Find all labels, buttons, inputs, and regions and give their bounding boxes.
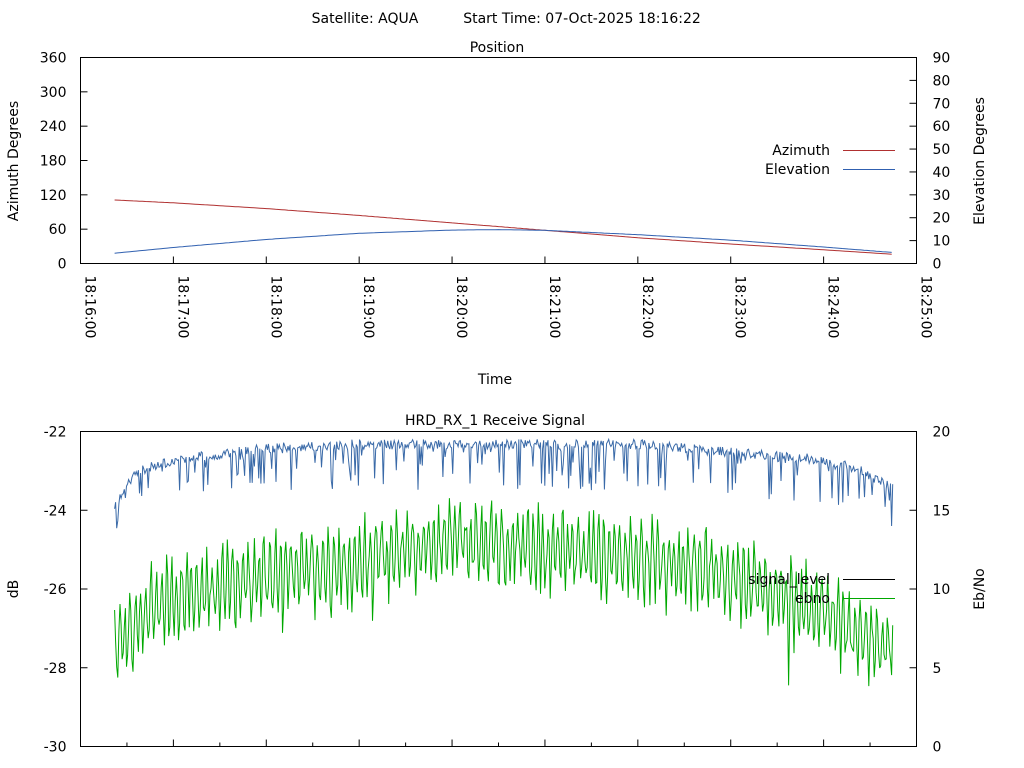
elevation-tick-label: 40 — [933, 165, 951, 181]
db-tick-label: -24 — [44, 503, 67, 519]
db-tick-label: -28 — [44, 661, 67, 677]
ebno-tick-label: 15 — [933, 503, 951, 519]
elevation-tick-label: 0 — [933, 257, 942, 273]
elevation-tick-label: 80 — [933, 73, 951, 89]
time-tick-label: 18:19:00 — [360, 276, 376, 339]
time-tick-label: 18:22:00 — [639, 276, 655, 339]
signal-level-series-line — [114, 437, 894, 529]
time-tick-labels: 18:16:00 18:17:00 18:18:00 18:19:00 18:20:00… — [82, 276, 934, 339]
ebno-series-line — [114, 498, 894, 687]
elevation-tick-label: 20 — [933, 211, 951, 227]
db-tick-label: -22 — [44, 425, 67, 441]
signal-axis-ticks — [80, 431, 917, 747]
ebno-tick-label: 10 — [933, 582, 951, 598]
satellite-label: Satellite: AQUA — [312, 11, 419, 27]
position-chart: Position 0 60 120 180 240 300 360 0 10 20 30 40 50 6… — [6, 40, 988, 388]
db-tick-labels: -30 -28 -26 -24 -22 — [44, 425, 67, 756]
azimuth-tick-labels: 0 60 120 180 240 300 360 — [40, 51, 67, 273]
elevation-tick-labels: 0 10 20 30 40 50 60 70 80 90 — [933, 51, 951, 273]
azimuth-tick-label: 240 — [40, 119, 67, 135]
elevation-tick-label: 30 — [933, 188, 951, 204]
time-tick-label: 18:25:00 — [918, 276, 934, 339]
elevation-tick-label: 70 — [933, 96, 951, 112]
legend-elevation-label: Elevation — [765, 162, 830, 178]
azimuth-tick-label: 300 — [40, 85, 67, 101]
time-tick-label: 18:23:00 — [732, 276, 748, 339]
azimuth-tick-label: 360 — [40, 51, 67, 67]
ebno-tick-labels: 0 5 10 15 20 — [933, 425, 951, 756]
time-axis-label: Time — [477, 372, 512, 388]
time-tick-label: 18:17:00 — [174, 276, 190, 339]
elevation-axis-label: Elevation Degrees — [972, 97, 988, 225]
elevation-series-line — [114, 229, 892, 254]
azimuth-tick-label: 120 — [40, 188, 67, 204]
position-axis-ticks — [80, 57, 917, 264]
elevation-tick-label: 10 — [933, 234, 951, 250]
azimuth-series-line — [114, 199, 892, 255]
ebno-tick-label: 20 — [933, 425, 951, 441]
azimuth-axis-label: Azimuth Degrees — [6, 101, 22, 221]
azimuth-tick-label: 60 — [49, 222, 67, 238]
position-plot-frame — [80, 57, 917, 264]
azimuth-tick-label: 0 — [58, 257, 67, 273]
time-tick-label: 18:20:00 — [453, 276, 469, 339]
time-tick-label: 18:16:00 — [82, 276, 98, 339]
elevation-tick-label: 90 — [933, 51, 951, 67]
time-tick-label: 18:21:00 — [546, 276, 562, 339]
db-tick-label: -30 — [44, 740, 67, 756]
legend-ebno-label: ebno — [795, 591, 830, 607]
receive-signal-chart: HRD_RX_1 Receive Signal -30-28-26-24-22 … — [6, 413, 988, 756]
azimuth-tick-label: 180 — [40, 154, 67, 170]
db-axis-label: dB — [6, 580, 22, 599]
db-tick-label: -26 — [44, 582, 67, 598]
elevation-tick-label: 50 — [933, 142, 951, 158]
start-time-label: Start Time: 07-Oct-2025 18:16:22 — [463, 11, 701, 27]
receive-signal-chart-title: HRD_RX_1 Receive Signal — [405, 413, 585, 429]
elevation-tick-label: 60 — [933, 119, 951, 135]
legend-azimuth-label: Azimuth — [772, 143, 830, 159]
position-chart-title: Position — [470, 40, 525, 56]
ebno-tick-label: 5 — [933, 661, 942, 677]
ebno-axis-label: Eb/No — [972, 568, 988, 610]
legend-signal-level-label: signal_level — [748, 572, 830, 588]
time-tick-label: 18:24:00 — [825, 276, 841, 339]
ebno-tick-label: 0 — [933, 740, 942, 756]
time-tick-label: 18:18:00 — [267, 276, 283, 339]
